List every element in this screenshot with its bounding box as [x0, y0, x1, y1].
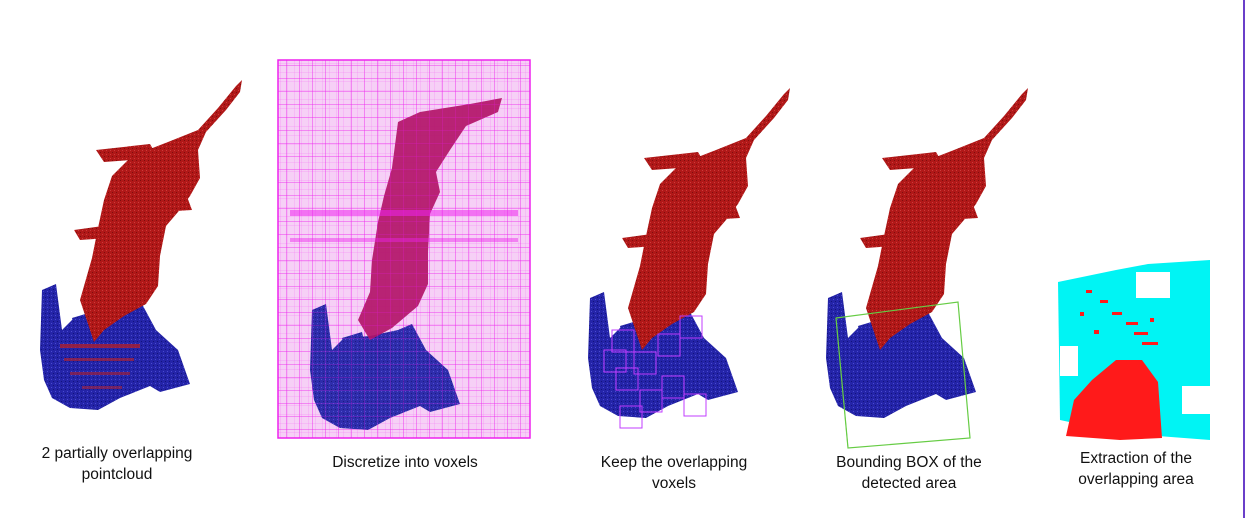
extracted-area-illustration	[1058, 260, 1210, 440]
step-caption-5: Extraction of the overlapping area	[1078, 450, 1194, 488]
step-caption-4: Bounding BOX of the detected area	[836, 454, 982, 492]
step-caption-1: 2 partially overlapping pointcloud	[41, 445, 193, 483]
frame-border	[1243, 0, 1245, 518]
step-caption-3: Keep the overlapping voxels	[600, 454, 748, 492]
pointcloud-pair-illustration	[40, 80, 242, 410]
kept-voxels-illustration	[588, 88, 790, 429]
voxel-grid-illustration	[277, 59, 531, 439]
bounding-box-illustration	[826, 88, 1028, 449]
step-caption-2: Discretize into voxels	[332, 454, 478, 471]
